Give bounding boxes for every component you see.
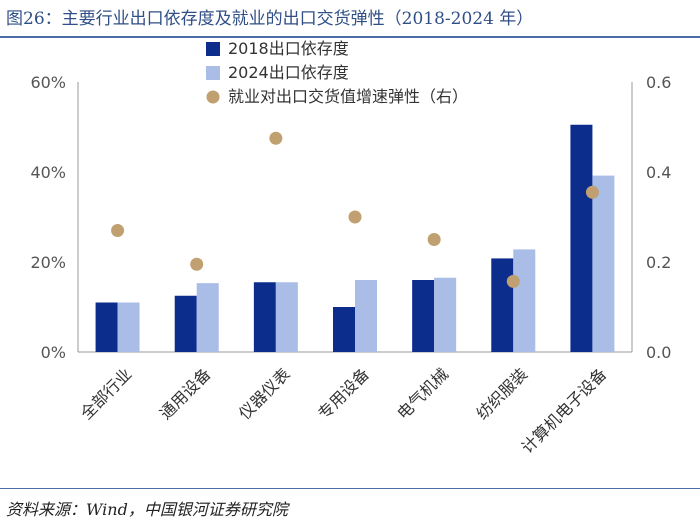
right-tick-label: 0.2 xyxy=(646,253,671,272)
bar-2018 xyxy=(491,258,514,352)
bar-2018 xyxy=(333,307,355,352)
right-tick-label: 0.6 xyxy=(646,73,671,92)
bar-2018 xyxy=(412,280,435,352)
right-tick-label: 0.4 xyxy=(646,163,671,182)
chart-title: 图26：主要行业出口依存度及就业的出口交货弹性（2018-2024 年） xyxy=(6,9,534,29)
elasticity-dot xyxy=(427,233,441,246)
bar-2024 xyxy=(513,249,536,352)
left-tick-label: 60% xyxy=(30,73,66,92)
bar-2018 xyxy=(253,282,276,352)
legend-swatch-2024 xyxy=(206,66,220,80)
left-tick-label: 0% xyxy=(41,343,66,362)
elasticity-dot xyxy=(506,274,520,288)
x-tick-label: 通用设备 xyxy=(156,364,215,423)
x-tick-label: 全部行业 xyxy=(77,364,136,423)
bar-2024 xyxy=(434,277,457,352)
elasticity-dot xyxy=(585,185,599,199)
dots xyxy=(111,131,599,288)
bar-2018 xyxy=(570,124,593,352)
bar-2024 xyxy=(196,283,219,352)
legend-label: 就业对出口交货值增速弹性（右） xyxy=(228,87,468,106)
x-tick-label: 专用设备 xyxy=(314,364,373,423)
elasticity-dot xyxy=(269,131,283,145)
legend-swatch-elasticity xyxy=(206,90,220,104)
legend-label: 2024出口依存度 xyxy=(228,63,349,82)
left-tick-label: 40% xyxy=(30,163,66,182)
x-tick-label: 仪器仪表 xyxy=(235,364,294,423)
x-tick-label: 计算机电子设备 xyxy=(518,364,611,457)
elasticity-dot xyxy=(348,210,362,224)
footer-divider xyxy=(0,488,700,489)
bar-2024 xyxy=(592,175,615,352)
legend-label: 2018出口依存度 xyxy=(228,39,349,58)
source-note: 资料来源：Wind，中国银河证券研究院 xyxy=(6,500,288,519)
right-tick-label: 0.0 xyxy=(646,343,671,362)
left-tick-label: 20% xyxy=(30,253,66,272)
elasticity-dot xyxy=(111,224,125,237)
x-tick-label: 电气机械 xyxy=(393,364,452,423)
bar-2018 xyxy=(95,302,118,352)
legend-swatch-2018 xyxy=(206,42,220,56)
bar-2018 xyxy=(174,295,197,352)
bar-2024 xyxy=(117,302,140,352)
title-divider xyxy=(0,36,700,38)
bar-2024 xyxy=(355,280,377,352)
elasticity-dot xyxy=(190,257,204,271)
bar-2024 xyxy=(275,282,298,352)
x-tick-label: 纺织服装 xyxy=(472,364,531,423)
bars xyxy=(95,124,615,352)
